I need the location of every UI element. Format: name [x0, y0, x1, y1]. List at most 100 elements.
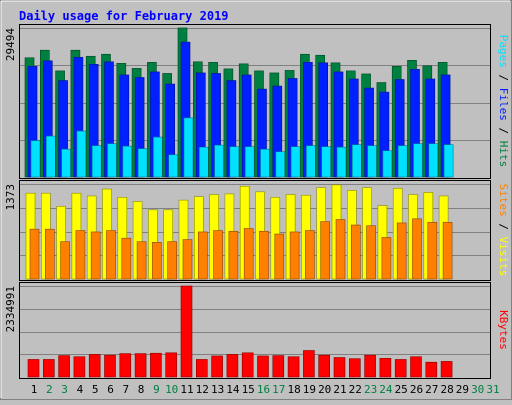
day-label-27: 27 — [425, 383, 438, 396]
bar-kbytes-19 — [303, 350, 315, 378]
bar-kbytes-20 — [318, 354, 331, 378]
bar-pages-9 — [153, 136, 163, 178]
bar-pages-13 — [214, 144, 224, 178]
bar-kbytes-6 — [104, 354, 116, 378]
bar-pages-4 — [76, 130, 87, 178]
day-label-25: 25 — [395, 383, 408, 396]
day-label-12: 12 — [196, 383, 209, 396]
day-label-2: 2 — [46, 383, 53, 396]
day-label-1: 1 — [31, 383, 38, 396]
bar-kbytes-28 — [440, 361, 453, 378]
bar-pages-2 — [45, 135, 56, 178]
bar-pages-15 — [244, 146, 255, 178]
side-label-hits-files-pages: Pages / Files / Hits — [497, 35, 510, 168]
bar-kbytes-13 — [211, 355, 223, 378]
day-label-8: 8 — [138, 383, 145, 396]
bar-sites-11 — [182, 239, 193, 280]
bar-pages-21 — [336, 146, 347, 178]
bar-kbytes-14 — [226, 354, 239, 378]
day-label-17: 17 — [272, 383, 285, 396]
bar-kbytes-27 — [425, 361, 438, 378]
day-label-29: 29 — [456, 383, 469, 396]
day-label-10: 10 — [165, 383, 178, 396]
day-label-5: 5 — [92, 383, 99, 396]
bar-kbytes-3 — [58, 355, 70, 378]
bar-pages-11 — [183, 117, 194, 178]
bar-kbytes-11 — [180, 285, 193, 378]
bar-sites-20 — [320, 221, 331, 280]
bar-sites-5 — [90, 231, 101, 280]
bar-sites-15 — [243, 228, 254, 280]
side-label-visits-sites: Sites / Visits — [497, 184, 510, 277]
bar-sites-19 — [305, 230, 315, 280]
bar-pages-22 — [351, 144, 362, 178]
bar-pages-18 — [290, 146, 301, 178]
bar-kbytes-25 — [394, 359, 407, 378]
day-label-31: 31 — [486, 383, 499, 396]
bar-kbytes-5 — [88, 354, 101, 378]
bar-kbytes-4 — [73, 356, 86, 378]
day-label-19: 19 — [303, 383, 316, 396]
bar-kbytes-12 — [196, 359, 208, 378]
bar-kbytes-24 — [379, 357, 392, 378]
side-label-pages: Pages — [497, 35, 510, 68]
bar-kbytes-2 — [42, 359, 55, 378]
bar-sites-9 — [152, 242, 162, 280]
bar-sites-7 — [121, 237, 132, 280]
day-label-11: 11 — [180, 383, 193, 396]
day-label-6: 6 — [107, 383, 114, 396]
bar-pages-8 — [137, 148, 148, 178]
bar-pages-1 — [30, 140, 41, 178]
side-label-sites: Sites — [497, 184, 510, 217]
side-label-hits: Hits — [497, 141, 510, 168]
day-label-23: 23 — [364, 383, 377, 396]
bar-pages-14 — [229, 146, 240, 178]
bar-sites-13 — [213, 230, 223, 280]
bar-pages-10 — [168, 154, 178, 178]
bar-sites-6 — [106, 230, 116, 280]
day-label-7: 7 — [122, 383, 129, 396]
bar-sites-21 — [335, 219, 346, 280]
bar-pages-23 — [367, 145, 377, 178]
bar-sites-2 — [44, 228, 55, 280]
bar-kbytes-22 — [348, 358, 361, 378]
day-label-24: 24 — [379, 383, 393, 396]
bar-kbytes-8 — [134, 353, 147, 378]
bar-pages-6 — [107, 143, 117, 178]
bar-pages-24 — [382, 150, 393, 178]
bar-kbytes-15 — [241, 352, 254, 378]
bar-pages-25 — [397, 145, 408, 178]
bar-kbytes-21 — [333, 357, 346, 378]
day-label-9: 9 — [153, 383, 160, 396]
bar-sites-17 — [274, 233, 285, 280]
day-label-15: 15 — [242, 383, 255, 396]
bar-pages-3 — [61, 148, 71, 178]
bar-sites-24 — [381, 237, 392, 280]
bar-sites-4 — [75, 230, 86, 280]
bar-sites-22 — [350, 224, 361, 280]
bar-sites-3 — [60, 241, 70, 280]
bar-kbytes-26 — [410, 356, 422, 378]
bar-sites-16 — [259, 230, 269, 280]
max-label-visits-sites: 1373 — [4, 184, 17, 211]
day-label-26: 26 — [410, 383, 423, 396]
bar-pages-5 — [91, 145, 102, 178]
bar-pages-20 — [321, 146, 332, 178]
day-label-28: 28 — [440, 383, 453, 396]
bar-kbytes-23 — [364, 354, 376, 378]
bar-sites-14 — [228, 230, 239, 280]
day-label-20: 20 — [318, 383, 331, 396]
bar-sites-28 — [442, 221, 453, 280]
bar-kbytes-17 — [272, 355, 285, 378]
bar-sites-1 — [29, 228, 40, 280]
bar-sites-27 — [427, 221, 438, 280]
day-label-4: 4 — [77, 383, 84, 396]
bar-pages-16 — [260, 148, 270, 178]
day-label-16: 16 — [257, 383, 270, 396]
bar-sites-25 — [396, 222, 407, 280]
bar-sites-23 — [366, 225, 376, 280]
bar-pages-19 — [306, 145, 316, 178]
max-label-hits-files-pages: 29494 — [4, 28, 17, 61]
